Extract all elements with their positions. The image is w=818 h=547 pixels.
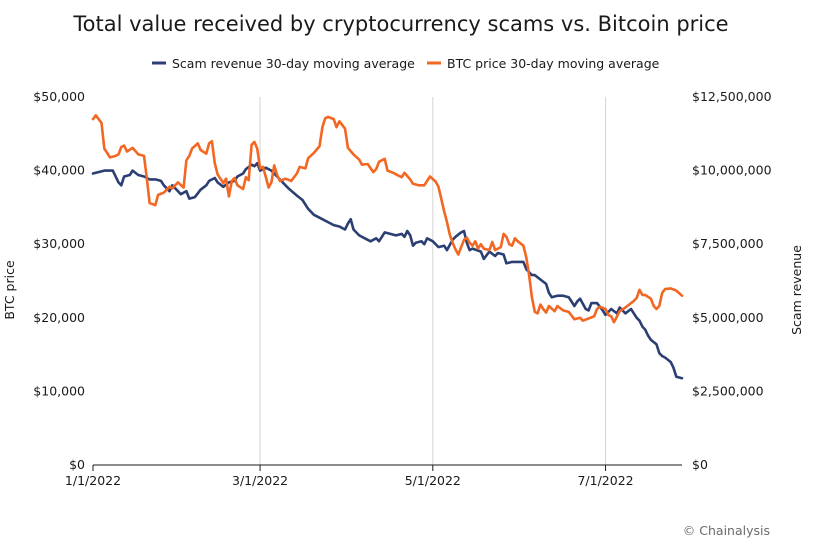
x-tick-label: 5/1/2022: [405, 473, 461, 488]
left-tick-label: $0: [69, 457, 85, 472]
x-tick-label: 1/1/2022: [65, 473, 121, 488]
left-tick-label: $20,000: [33, 310, 85, 325]
right-tick-label: $0: [692, 457, 708, 472]
x-tick-label: 3/1/2022: [232, 473, 288, 488]
left-axis-ticks: $0 $10,000 $20,000 $30,000 $40,000 $50,000: [33, 89, 85, 472]
right-tick-label: $2,500,000: [692, 383, 764, 398]
chart-title: Total value received by cryptocurrency s…: [72, 12, 728, 36]
left-tick-label: $10,000: [33, 383, 85, 398]
x-tick-label: 7/1/2022: [577, 473, 633, 488]
right-tick-label: $5,000,000: [692, 310, 764, 325]
chainalysis-credit: © Chainalysis: [683, 523, 770, 538]
left-tick-label: $40,000: [33, 163, 85, 178]
right-tick-label: $7,500,000: [692, 236, 764, 251]
legend: Scam revenue 30-day moving average BTC p…: [152, 56, 660, 71]
right-axis-ticks: $0 $2,500,000 $5,000,000 $7,500,000 $10,000,…: [692, 89, 772, 472]
right-tick-label: $12,500,000: [692, 89, 772, 104]
left-tick-label: $30,000: [33, 236, 85, 251]
btc-price-line: [91, 114, 684, 324]
right-tick-label: $10,000,000: [692, 163, 772, 178]
legend-label-scam-revenue: Scam revenue 30-day moving average: [172, 56, 415, 71]
scam-revenue-line: [91, 161, 684, 380]
x-axis-ticks: 1/1/2022 3/1/2022 5/1/2022 7/1/2022: [65, 465, 634, 488]
left-axis-label: BTC price: [2, 260, 17, 320]
right-axis-label: Scam revenue: [789, 245, 804, 335]
vertical-gridlines: [259, 97, 607, 465]
series-lines: [91, 114, 684, 380]
legend-label-btc-price: BTC price 30-day moving average: [447, 56, 660, 71]
left-tick-label: $50,000: [33, 89, 85, 104]
